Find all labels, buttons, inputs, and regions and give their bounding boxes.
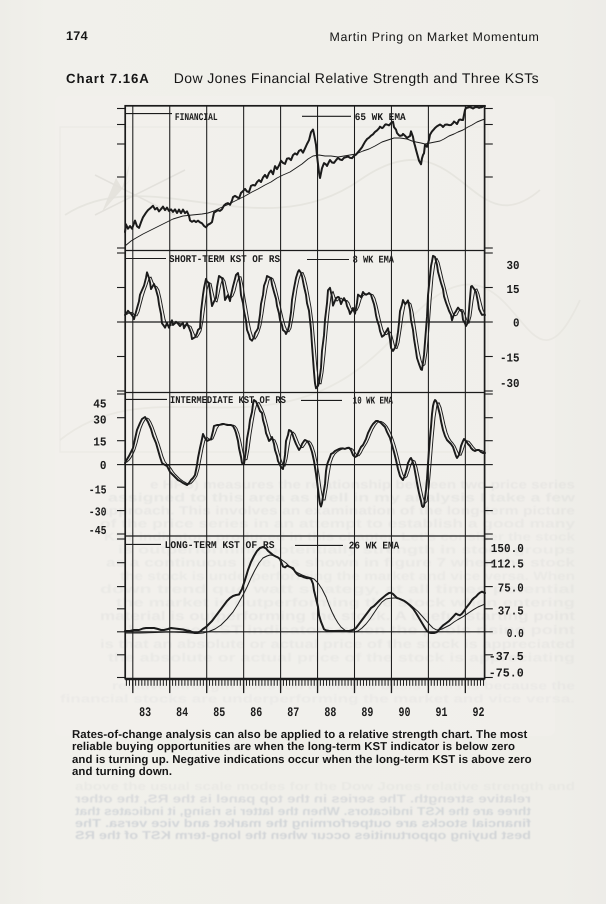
svg-text:84: 84 [176,705,188,720]
svg-text:90: 90 [398,705,410,720]
svg-text:75.0: 75.0 [498,582,524,596]
svg-text:-15: -15 [89,484,107,498]
svg-text:down trend quo watt strategy,: down trend quo watt strategy, at all tim… [100,582,575,596]
svg-text:92: 92 [473,705,485,720]
svg-text:-15: -15 [500,352,520,366]
svg-text:30: 30 [507,259,520,273]
svg-text:65 WK EMA: 65 WK EMA [355,113,407,124]
svg-text:assigned to this area as well: assigned to this area as well in my anal… [108,491,576,505]
svg-text:-37.5: -37.5 [489,650,524,664]
svg-text:30: 30 [93,414,106,428]
svg-text:financial stocks are underperf: financial stocks are underperforming the… [60,694,575,706]
svg-text:the market is outperforming th: the market is outperforming the stock wh… [116,596,575,610]
svg-text:-30: -30 [500,377,520,391]
svg-text:15: 15 [93,436,106,450]
svg-text:0: 0 [100,459,107,473]
svg-text:three are the KST indicators.: three are the KST indicators. When the l… [75,806,531,818]
svg-text:86: 86 [250,705,262,720]
svg-text:FINANCIAL: FINANCIAL [175,113,218,124]
svg-text:relative strength. The series: relative strength. The series in the top… [74,794,531,806]
svg-text:91: 91 [436,705,448,720]
svg-text:LONG-TERM KST OF RS: LONG-TERM KST OF RS [165,541,275,552]
svg-text:of the price series in an atte: of the price series in an attempt to est… [100,517,575,531]
svg-text:8 WK EMA: 8 WK EMA [353,256,395,267]
svg-text:SHORT-TERM KST OF RS: SHORT-TERM KST OF RS [169,255,280,266]
svg-text:the stock is underperforming t: the stock is underperforming the market … [120,569,575,583]
svg-text:10 WK EMA: 10 WK EMA [353,396,394,407]
svg-text:45: 45 [93,398,106,412]
svg-text:89: 89 [361,705,373,720]
svg-text:INTERMEDIATE KST OF RS: INTERMEDIATE KST OF RS [170,396,286,407]
svg-text:37.5: 37.5 [498,605,524,619]
svg-text:financial stocks are outperfor: financial stocks are outperforming the m… [75,818,531,830]
svg-text:-45: -45 [89,524,107,538]
svg-text:approach. This involves an exa: approach. This involves an examination o… [100,504,575,518]
svg-text:-30: -30 [89,506,107,520]
svg-text:83: 83 [139,705,151,720]
svg-text:as a continuous line, as shown: as a continuous line, as shown in figure… [106,556,575,570]
svg-text:best buying opportunities occu: best buying opportunities occur when the… [74,830,531,842]
svg-text:0: 0 [513,317,520,331]
svg-text:87: 87 [287,705,299,720]
svg-text:e HPS) measures the relationsh: e HPS) measures the relationship between… [150,478,575,492]
svg-text:is outperforming potentially s: is outperforming potentially strength in… [118,545,575,557]
svg-text:KST indicators produced in thi: KST indicators produced in this chapter.… [104,532,576,544]
svg-text:88: 88 [324,705,336,720]
svg-text:0.0: 0.0 [507,627,524,641]
svg-text:is that an absolute or actual: is that an absolute or actual price of t… [100,637,575,651]
svg-text:26 WK EMA: 26 WK EMA [349,541,400,552]
svg-text:150.0: 150.0 [491,542,524,556]
svg-text:-75.0: -75.0 [489,667,524,681]
svg-text:85: 85 [213,705,225,720]
svg-text:above the usual scale modes fo: above the usual scale modes for the Dow … [75,781,575,793]
svg-text:112.5: 112.5 [491,558,524,572]
svg-text:15: 15 [507,283,520,297]
svg-text:the absolute or actual price o: the absolute or actual price of the stoc… [108,651,575,665]
